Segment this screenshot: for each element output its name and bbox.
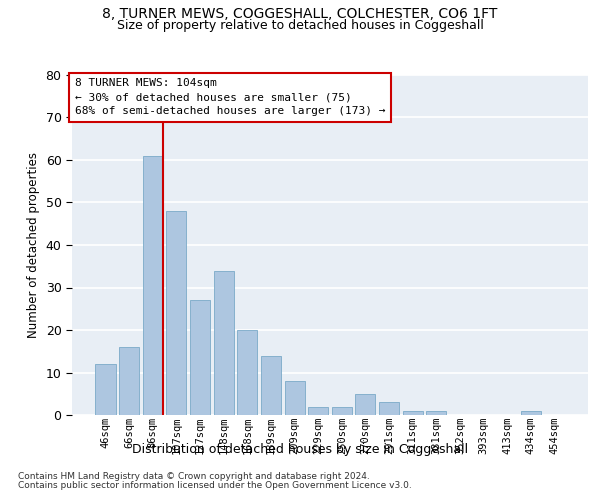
Bar xyxy=(190,300,210,415)
Text: Distribution of detached houses by size in Coggeshall: Distribution of detached houses by size … xyxy=(132,444,468,456)
Y-axis label: Number of detached properties: Number of detached properties xyxy=(27,152,40,338)
Text: Contains public sector information licensed under the Open Government Licence v3: Contains public sector information licen… xyxy=(18,481,412,490)
Text: Contains HM Land Registry data © Crown copyright and database right 2024.: Contains HM Land Registry data © Crown c… xyxy=(18,472,370,481)
Bar xyxy=(355,394,376,415)
Bar xyxy=(403,411,423,415)
Bar xyxy=(119,347,139,415)
Bar xyxy=(95,364,116,415)
Bar xyxy=(379,402,399,415)
Text: 8 TURNER MEWS: 104sqm
← 30% of detached houses are smaller (75)
68% of semi-deta: 8 TURNER MEWS: 104sqm ← 30% of detached … xyxy=(74,78,385,116)
Bar xyxy=(332,406,352,415)
Bar xyxy=(166,211,187,415)
Bar xyxy=(284,381,305,415)
Bar xyxy=(426,411,446,415)
Bar xyxy=(143,156,163,415)
Bar xyxy=(308,406,328,415)
Bar xyxy=(261,356,281,415)
Text: 8, TURNER MEWS, COGGESHALL, COLCHESTER, CO6 1FT: 8, TURNER MEWS, COGGESHALL, COLCHESTER, … xyxy=(103,8,497,22)
Bar xyxy=(237,330,257,415)
Bar xyxy=(214,270,234,415)
Bar xyxy=(521,411,541,415)
Text: Size of property relative to detached houses in Coggeshall: Size of property relative to detached ho… xyxy=(116,18,484,32)
